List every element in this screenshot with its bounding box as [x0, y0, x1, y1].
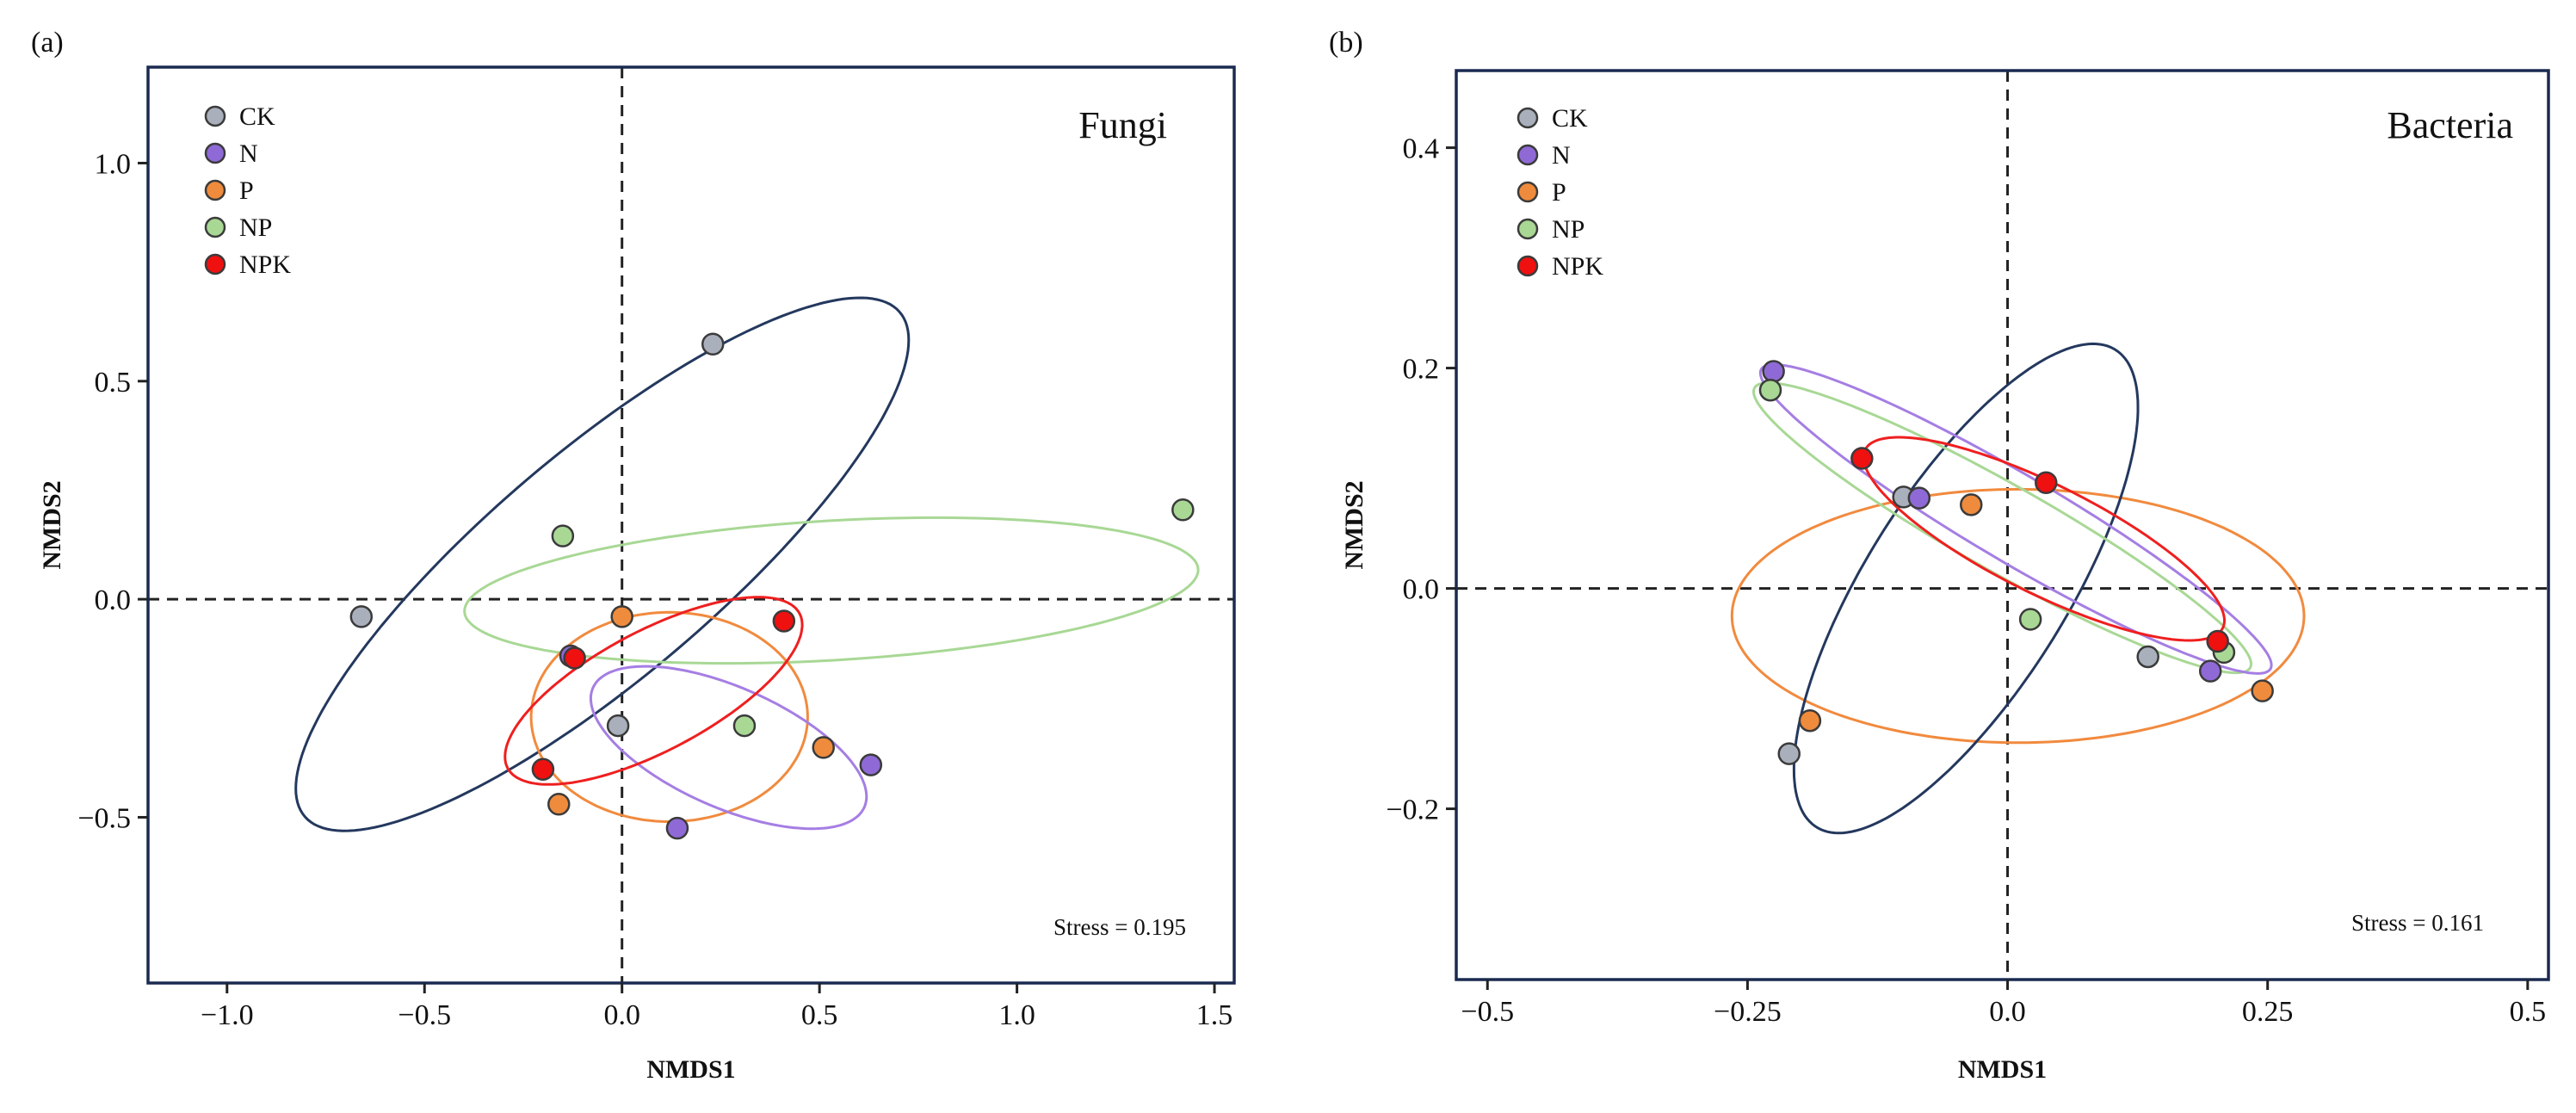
- ellipse-npk: [1862, 436, 2226, 642]
- panel-letter: (b): [1329, 27, 1363, 59]
- plot-frame: [146, 65, 1236, 985]
- point-n: [1762, 360, 1785, 383]
- legend-marker-ck: [204, 105, 226, 127]
- point-p: [547, 793, 571, 816]
- point-npk: [2206, 629, 2229, 653]
- legend-label-npk: NPK: [1552, 252, 1603, 281]
- legend-label-n: N: [239, 139, 258, 168]
- ellipse-n: [1758, 362, 2273, 675]
- point-ck: [701, 332, 725, 356]
- x-axis-label: NMDS1: [646, 1055, 735, 1084]
- x-tick-label: 0.5: [2510, 996, 2547, 1028]
- point-n: [2198, 659, 2222, 683]
- x-tick-label: 0.0: [603, 999, 640, 1031]
- stress-annotation: Stress = 0.161: [2351, 910, 2484, 936]
- legend-label-np: NP: [239, 213, 272, 242]
- point-p: [2251, 679, 2274, 702]
- plot-area: [1456, 71, 2548, 980]
- fungi-nmds-panel: (a) −1.0 −0.5 0.0 0.5 1.0 1.5 −0.5 0.0 0.5 1.0 NMDS…: [31, 27, 1236, 1084]
- point-np: [1171, 498, 1195, 522]
- legend-label-np: NP: [1552, 215, 1585, 244]
- legend-marker-np: [204, 216, 226, 238]
- x-tick-label: 1.5: [1196, 999, 1233, 1031]
- point-n: [665, 816, 689, 840]
- plot-frame: [1455, 69, 2550, 981]
- point-p: [1959, 493, 1983, 516]
- x-tick-label: −1.0: [201, 999, 254, 1031]
- y-tick-label: 0.2: [1403, 354, 1440, 386]
- ellipse-n: [589, 665, 868, 831]
- y-axis-label: NMDS2: [38, 480, 66, 569]
- x-tick-label: 1.0: [998, 999, 1035, 1031]
- legend: CK NP NP NPK: [204, 102, 291, 279]
- point-npk: [1850, 447, 1874, 470]
- x-tick-label: −0.5: [1461, 996, 1514, 1028]
- point-npk: [2035, 471, 2058, 494]
- point-ck: [2136, 645, 2159, 669]
- panel-tag: Fungi: [1078, 104, 1167, 146]
- point-p: [610, 605, 633, 628]
- point-p: [1798, 708, 1822, 733]
- stress-annotation: Stress = 0.195: [1053, 914, 1186, 940]
- x-tick-label: 0.0: [1989, 996, 2026, 1028]
- point-np: [732, 714, 757, 738]
- legend-marker-npk: [1517, 255, 1539, 277]
- point-npk: [563, 646, 586, 670]
- plot-area: [148, 67, 1234, 983]
- legend-marker-p: [204, 179, 226, 201]
- point-ck: [349, 605, 374, 628]
- ellipse-p: [1730, 487, 2306, 745]
- legend-marker-np: [1517, 218, 1539, 240]
- x-tick-label: −0.25: [1714, 996, 1782, 1028]
- legend-label-n: N: [1552, 141, 1571, 170]
- x-axis-label: NMDS1: [1958, 1055, 2047, 1084]
- y-tick-label: −0.5: [77, 802, 131, 834]
- point-n: [1907, 486, 1931, 510]
- point-npk: [772, 609, 796, 633]
- legend-label-ck: CK: [1552, 104, 1588, 133]
- point-p: [812, 736, 835, 759]
- point-np: [2018, 608, 2042, 631]
- x-tick-label: 0.25: [2242, 996, 2294, 1028]
- ellipse-p: [529, 610, 809, 823]
- ellipse-np: [1751, 381, 2253, 675]
- ellipse-ck: [1792, 342, 2140, 835]
- point-np: [1758, 378, 1782, 402]
- point-npk: [531, 757, 555, 781]
- legend-marker-ck: [1517, 107, 1539, 129]
- y-tick-label: 0.0: [95, 584, 132, 616]
- x-tick-label: −0.5: [398, 999, 451, 1031]
- legend: CK NP NP NPK: [1517, 104, 1603, 281]
- legend-marker-p: [1517, 181, 1539, 203]
- ellipse-np: [463, 516, 1200, 665]
- legend-marker-n: [204, 142, 226, 164]
- ellipse-npk: [503, 596, 804, 786]
- panel-tag: Bacteria: [2387, 104, 2513, 146]
- panel-letter: (a): [31, 27, 64, 59]
- legend-label-npk: NPK: [239, 250, 291, 279]
- legend-marker-n: [1517, 144, 1539, 166]
- x-tick-label: 0.5: [801, 999, 838, 1031]
- legend-label-p: P: [239, 176, 254, 205]
- legend-marker-npk: [204, 253, 226, 275]
- point-ck: [1777, 742, 1801, 765]
- y-tick-label: 1.0: [95, 148, 132, 180]
- y-tick-label: −0.2: [1386, 795, 1439, 826]
- y-tick-label: 0.0: [1403, 574, 1440, 606]
- point-n: [859, 753, 883, 776]
- bacteria-nmds-panel: (b) −0.5 −0.25 0.0 0.25 0.5 −0.2 0.0 0.2 0.4 NMDS1…: [1329, 27, 2550, 1084]
- legend-label-ck: CK: [239, 102, 275, 131]
- legend-label-p: P: [1552, 178, 1566, 207]
- point-ck: [606, 714, 630, 738]
- y-axis-label: NMDS2: [1340, 480, 1368, 569]
- point-np: [551, 524, 575, 547]
- y-tick-label: 0.4: [1403, 133, 1440, 165]
- y-tick-label: 0.5: [95, 367, 132, 399]
